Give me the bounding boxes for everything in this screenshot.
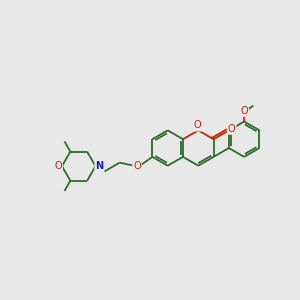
Text: N: N [95, 161, 104, 171]
Text: O: O [54, 161, 62, 171]
Text: O: O [133, 161, 141, 171]
Text: O: O [240, 106, 248, 116]
Text: O: O [54, 161, 62, 171]
Text: O: O [228, 124, 236, 134]
Text: O: O [133, 161, 141, 171]
Text: O: O [194, 121, 202, 130]
Text: N: N [95, 161, 104, 171]
Text: O: O [228, 124, 236, 134]
Text: O: O [240, 106, 248, 116]
Text: O: O [194, 121, 202, 130]
